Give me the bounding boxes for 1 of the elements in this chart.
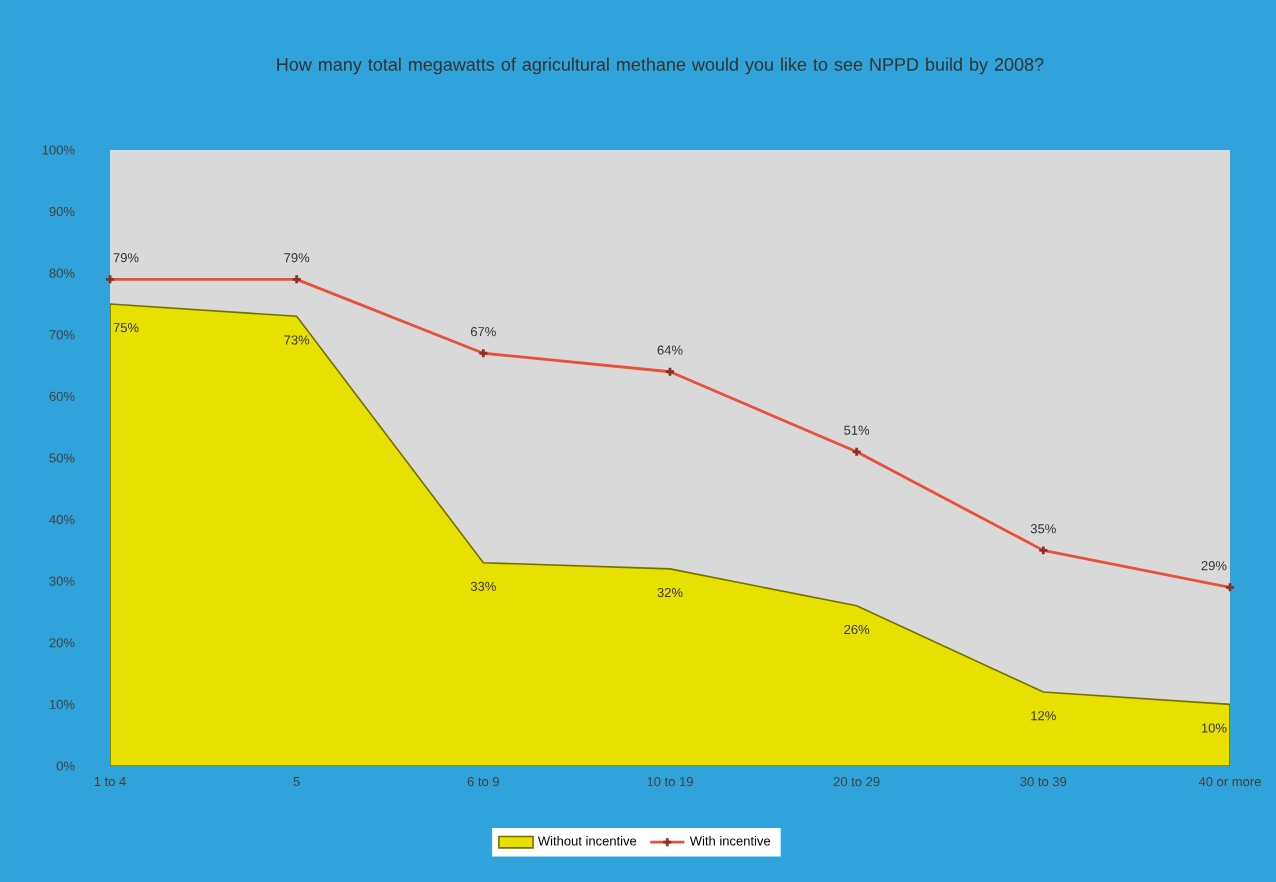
- chart-title: How many total megawatts of agricultural methane would you like to see NPPD build by 2008?: [277, 57, 1044, 75]
